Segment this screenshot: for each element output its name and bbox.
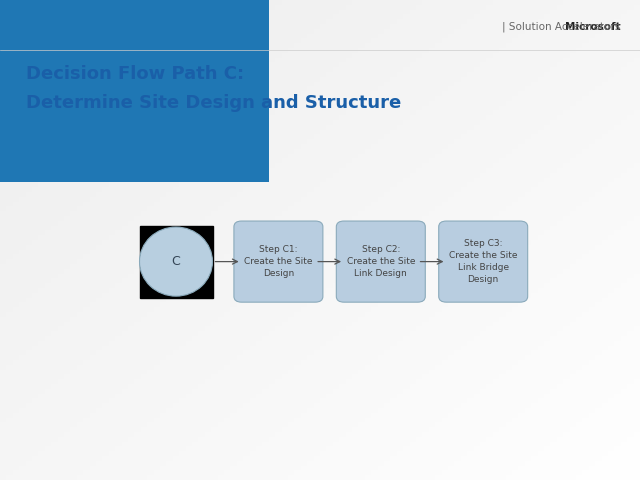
Text: C: C <box>172 255 180 268</box>
Text: Decision Flow Path C:: Decision Flow Path C: <box>26 65 244 83</box>
Text: Step C1:
Create the Site
Design: Step C1: Create the Site Design <box>244 245 313 278</box>
Text: Step C3:
Create the Site
Link Bridge
Design: Step C3: Create the Site Link Bridge Des… <box>449 240 518 284</box>
FancyBboxPatch shape <box>337 221 425 302</box>
Text: Determine Site Design and Structure: Determine Site Design and Structure <box>26 94 401 111</box>
FancyBboxPatch shape <box>140 226 213 298</box>
Bar <box>0 0 269 182</box>
Ellipse shape <box>140 227 212 296</box>
Text: | Solution Accelerators: | Solution Accelerators <box>476 22 620 32</box>
Text: Microsoft: Microsoft <box>564 22 620 32</box>
FancyBboxPatch shape <box>234 221 323 302</box>
FancyBboxPatch shape <box>0 0 269 182</box>
Text: Step C2:
Create the Site
Link Design: Step C2: Create the Site Link Design <box>346 245 415 278</box>
FancyBboxPatch shape <box>439 221 528 302</box>
